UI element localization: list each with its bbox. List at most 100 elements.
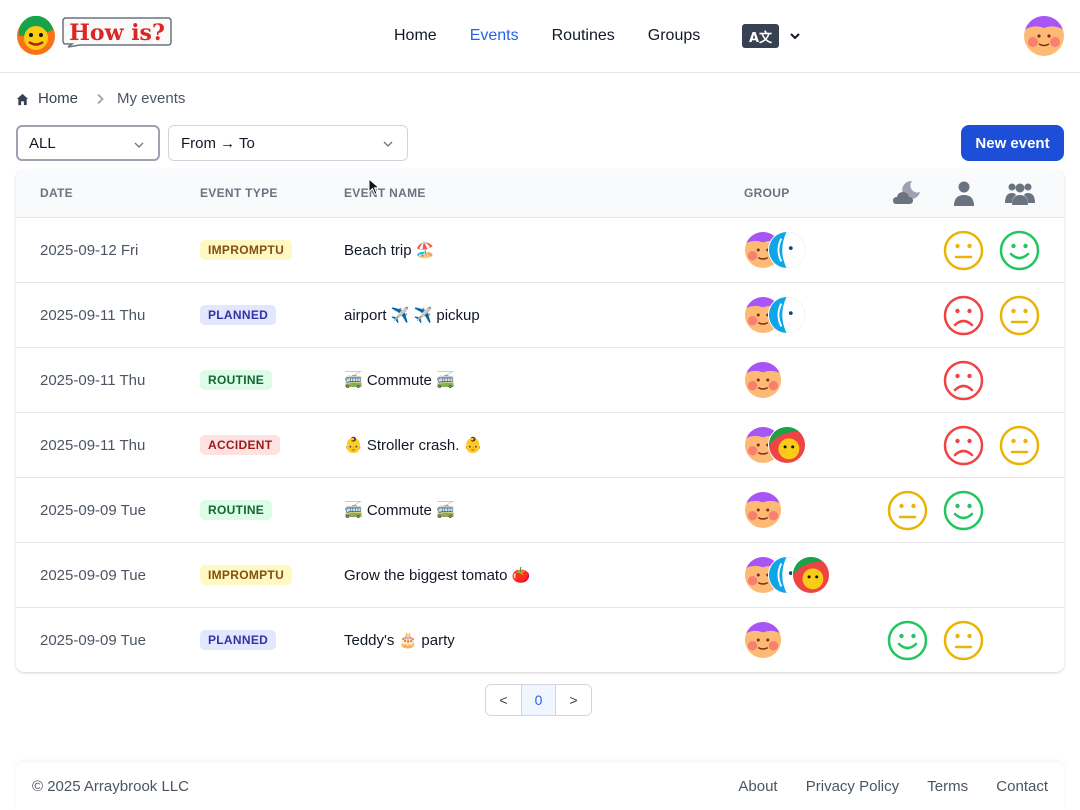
event-name[interactable]: 🚎 Commute 🚎 [344,502,455,519]
mood-neutral-face-icon[interactable] [887,490,928,531]
chevron-down-icon [383,141,393,147]
event-type-cell: ROUTINE [200,478,273,542]
current-page-button[interactable]: 0 [521,685,556,715]
mood-happy-face-icon[interactable] [943,490,984,531]
event-type-badge: PLANNED [200,630,277,650]
table-row[interactable]: 2025-09-11 Thu ROUTINE 🚎 Commute 🚎 [16,347,1064,412]
event-group [744,608,782,672]
table-row[interactable]: 2025-09-09 Tue IMPROMPTU Grow the biggest … [16,542,1064,607]
chevron-down-icon [134,142,144,148]
person-icon [954,181,974,206]
event-group [744,413,806,477]
footer-links: About Privacy Policy Terms Contact [714,778,1048,795]
group-avatars [744,491,782,529]
nav-home[interactable]: Home [394,27,437,44]
column-header-event-type[interactable]: EVENT TYPE [200,186,278,200]
group-avatars [744,556,830,594]
group-avatars [744,231,806,269]
group-member-avatar [744,361,782,399]
event-type-cell: IMPROMPTU [200,543,293,607]
event-group [744,478,782,542]
group-member-avatar [792,556,830,594]
app-logo-icon[interactable] [16,16,56,56]
table-row[interactable]: 2025-09-12 Fri IMPROMPTU Beach trip 🏖️ [16,217,1064,282]
footer-link-terms[interactable]: Terms [927,777,969,795]
event-type-badge: IMPROMPTU [200,565,293,585]
user-avatar[interactable] [1024,16,1064,56]
table-header: DATE EVENT TYPE EVENT NAME GROUP [16,170,1064,217]
event-name[interactable]: Grow the biggest tomato 🍅 [344,567,531,584]
footer-link-about[interactable]: About [738,777,778,795]
previous-page-button[interactable]: < [486,685,521,715]
mood-sad-face-icon[interactable] [943,295,984,336]
nav-routines[interactable]: Routines [551,27,615,44]
event-type-badge: ROUTINE [200,370,273,390]
copyright-text: © 2025 Arraybrook LLC [32,777,189,795]
app-logo-wordmark[interactable]: How is? [60,16,172,48]
top-header: How is? Home Events Routines Groups A文 [0,0,1080,73]
table-row[interactable]: 2025-09-09 Tue ROUTINE 🚎 Commute 🚎 [16,477,1064,542]
mouse-cursor-icon [368,178,380,196]
group-avatars [744,426,806,464]
next-page-button[interactable]: > [556,685,591,715]
group-member-avatar [744,491,782,529]
group-avatars [744,296,806,334]
language-switcher[interactable]: A文 [742,24,801,48]
group-avatars [744,361,782,399]
table-row[interactable]: 2025-09-11 Thu PLANNED airport ✈️ ✈️ picku… [16,282,1064,347]
event-date: 2025-09-11 Thu [40,436,146,454]
people-icon [1005,183,1035,205]
event-date: 2025-09-09 Tue [40,631,146,649]
mood-happy-face-icon[interactable] [999,230,1040,271]
group-avatars [744,621,782,659]
event-type-cell: IMPROMPTU [200,218,293,282]
events-table: DATE EVENT TYPE EVENT NAME GROUP 2025-09… [16,170,1064,672]
mood-neutral-face-icon[interactable] [943,620,984,661]
event-name[interactable]: 🚎 Commute 🚎 [344,372,455,389]
column-header-event-name[interactable]: EVENT NAME [344,186,426,200]
event-name[interactable]: Beach trip 🏖️ [344,242,435,259]
chevron-right-icon [97,93,104,105]
translate-icon: A文 [742,24,779,48]
mood-happy-face-icon[interactable] [887,620,928,661]
event-date: 2025-09-12 Fri [40,241,139,259]
group-member-avatar [768,296,806,334]
event-date: 2025-09-11 Thu [40,306,146,324]
main-nav: Home Events Routines Groups [394,24,733,48]
event-type-cell: PLANNED [200,283,277,347]
event-name[interactable]: Teddy's 🎂 party [344,632,455,649]
date-range-filter-value: From → To [181,134,255,152]
nav-events[interactable]: Events [469,27,519,44]
footer-link-privacy[interactable]: Privacy Policy [805,777,900,795]
event-name[interactable]: 👶 Stroller crash. 👶 [344,437,483,454]
mood-sad-face-icon[interactable] [943,360,984,401]
group-member-avatar [768,426,806,464]
event-date: 2025-09-09 Tue [40,501,146,519]
moon-cloud-icon [893,180,920,204]
mood-neutral-face-icon[interactable] [999,295,1040,336]
nav-groups[interactable]: Groups [647,27,701,44]
new-event-button[interactable]: New event [961,125,1064,161]
table-row[interactable]: 2025-09-11 Thu ACCIDENT 👶 Stroller crash. … [16,412,1064,477]
event-name[interactable]: airport ✈️ ✈️ pickup [344,307,480,324]
event-type-badge: IMPROMPTU [200,240,293,260]
mood-neutral-face-icon[interactable] [999,425,1040,466]
breadcrumb-home-link[interactable]: Home [38,90,79,107]
date-range-filter[interactable]: From → To [168,125,408,161]
breadcrumb: Home My events [16,88,185,110]
chevron-down-icon [790,33,800,40]
event-type-cell: ROUTINE [200,348,273,412]
logo-text: How is? [69,20,165,46]
column-header-date[interactable]: DATE [40,186,73,200]
home-icon [16,93,29,105]
event-type-cell: ACCIDENT [200,413,281,477]
column-header-group[interactable]: GROUP [744,186,790,200]
event-type-filter-value: ALL [29,134,56,152]
event-type-filter[interactable]: ALL [16,125,160,161]
table-row[interactable]: 2025-09-09 Tue PLANNED Teddy's 🎂 party [16,607,1064,672]
footer-link-contact[interactable]: Contact [996,777,1048,795]
mood-sad-face-icon[interactable] [943,425,984,466]
mood-neutral-face-icon[interactable] [943,230,984,271]
event-type-badge: PLANNED [200,305,277,325]
event-type-cell: PLANNED [200,608,277,672]
